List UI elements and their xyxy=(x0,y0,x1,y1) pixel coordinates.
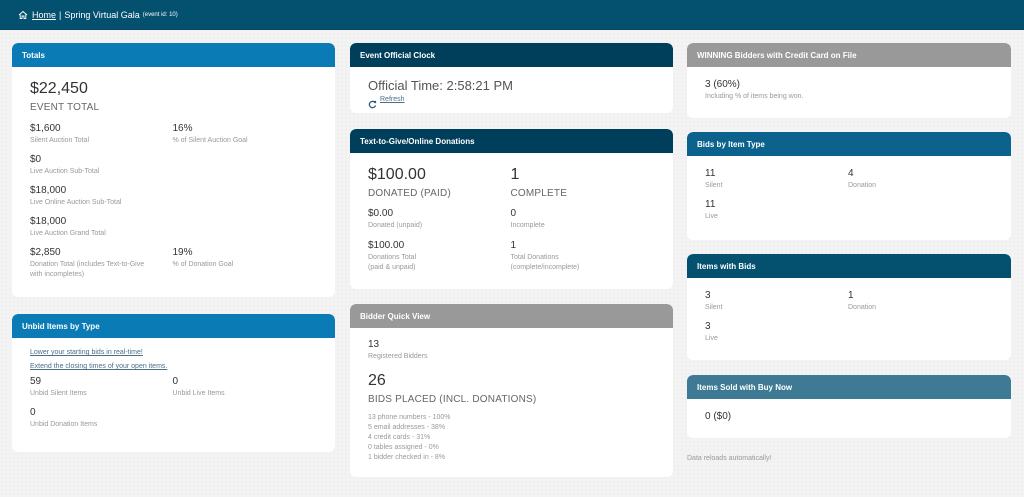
items-live-value: 3 xyxy=(705,321,711,332)
winning-bidders-header: WINNING Bidders with Credit Card on File xyxy=(687,43,1011,67)
winning-bidders-card: WINNING Bidders with Credit Card on File… xyxy=(687,43,1011,118)
official-time: Official Time: 2:58:21 PM xyxy=(368,78,513,93)
totals-card: Totals $22,450 EVENT TOTAL $1,600 Silent… xyxy=(12,43,335,297)
live-grand-value: $18,000 xyxy=(30,216,67,227)
unbid-silent-label: Unbid Silent Items xyxy=(30,390,87,397)
stat-phone-numbers: 13 phone numbers - 100% xyxy=(368,414,451,421)
complete-label: COMPLETE xyxy=(510,188,568,199)
bids-by-type-card: Bids by Item Type 11 Silent 4 Donation 1… xyxy=(687,132,1011,240)
items-live-label: Live xyxy=(705,335,718,342)
lower-starting-bids-link[interactable]: Lower your starting bids in real-time! xyxy=(30,349,143,356)
refresh-icon[interactable] xyxy=(368,96,377,108)
bids-placed-value: 26 xyxy=(368,372,386,389)
live-subtotal-value: $0 xyxy=(30,154,42,165)
bidder-quick-view-card: Bidder Quick View 13 Registered Bidders … xyxy=(350,304,673,477)
donation-goal-value: 19% xyxy=(172,247,193,258)
totals-header: Totals xyxy=(12,43,335,67)
refresh-button[interactable]: Refresh xyxy=(368,95,653,108)
unbid-donation-value: 0 xyxy=(30,407,36,418)
registered-bidders-label: Registered Bidders xyxy=(368,353,428,360)
silent-goal-value: 16% xyxy=(172,123,193,134)
complete-value: 1 xyxy=(510,166,520,183)
event-id: (event id: 10) xyxy=(142,11,178,18)
stat-checked-in: 1 bidder checked in - 8% xyxy=(368,454,446,461)
donations-total-sublabel: (paid & unpaid) xyxy=(368,264,416,271)
donation-total-value: $2,850 xyxy=(30,247,61,258)
registered-bidders-value: 13 xyxy=(368,339,380,350)
total-donations-count-label: Total Donations xyxy=(510,254,559,261)
bids-silent-label: Silent xyxy=(705,182,723,189)
bidder-stats-list: 13 phone numbers - 100% 5 email addresse… xyxy=(368,413,653,463)
bids-donation-label: Donation xyxy=(848,182,877,189)
clock-card: Event Official Clock Official Time: 2:58… xyxy=(350,43,673,113)
refresh-link[interactable]: Refresh xyxy=(380,96,405,103)
total-donations-count-sublabel: (complete/incomplete) xyxy=(510,264,580,271)
total-donations-count-value: 1 xyxy=(510,240,517,251)
donated-unpaid-value: $0.00 xyxy=(368,208,394,219)
winning-bidders-label: Including % of items being won. xyxy=(705,93,804,100)
incomplete-value: 0 xyxy=(510,208,517,219)
top-bar: Home | Spring Virtual Gala (event id: 10… xyxy=(0,0,1024,30)
donation-total-label: Donation Total (includes Text-to-Give wi… xyxy=(30,261,145,278)
unbid-live-label: Unbid Live Items xyxy=(172,390,225,397)
unbid-silent-value: 59 xyxy=(30,376,42,387)
items-donation-value: 1 xyxy=(848,290,854,301)
items-with-bids-header: Items with Bids xyxy=(687,254,1011,278)
silent-total-label: Silent Auction Total xyxy=(30,137,90,144)
donated-paid-label: DONATED (PAID) xyxy=(368,188,451,199)
donated-paid-value: $100.00 xyxy=(368,166,426,183)
items-with-bids-card: Items with Bids 3 Silent 1 Donation 3 Li… xyxy=(687,254,1011,360)
donations-card: Text-to-Give/Online Donations $100.00 DO… xyxy=(350,129,673,289)
stat-email-addresses: 5 email addresses - 38% xyxy=(368,424,446,431)
buy-now-card: Items Sold with Buy Now 0 ($0) xyxy=(687,375,1011,438)
bids-by-type-header: Bids by Item Type xyxy=(687,132,1011,156)
event-total-label: EVENT TOTAL xyxy=(30,102,100,113)
donations-total-value: $100.00 xyxy=(368,240,405,251)
bidder-quick-view-header: Bidder Quick View xyxy=(350,304,673,328)
donations-total-label: Donations Total xyxy=(368,254,417,261)
event-name: Spring Virtual Gala xyxy=(64,9,140,20)
bids-live-label: Live xyxy=(705,213,718,220)
unbid-items-header: Unbid Items by Type xyxy=(12,314,335,338)
bids-silent-value: 11 xyxy=(705,168,716,179)
live-online-label: Live Online Auction Sub-Total xyxy=(30,199,122,206)
stat-credit-cards: 4 credit cards - 31% xyxy=(368,434,431,441)
auto-reload-note: Data reloads automatically! xyxy=(687,455,772,462)
unbid-donation-label: Unbid Donation Items xyxy=(30,421,98,428)
buy-now-header: Items Sold with Buy Now xyxy=(687,375,1011,399)
breadcrumb-separator: | xyxy=(59,9,62,20)
unbid-items-card: Unbid Items by Type Lower your starting … xyxy=(12,314,335,452)
donations-header: Text-to-Give/Online Donations xyxy=(350,129,673,153)
live-online-value: $18,000 xyxy=(30,185,67,196)
incomplete-label: Incomplete xyxy=(510,222,545,229)
silent-goal-label: % of Silent Auction Goal xyxy=(172,137,248,144)
stat-tables-assigned: 0 tables assigned - 0% xyxy=(368,444,439,451)
bids-live-value: 11 xyxy=(705,199,716,210)
donated-unpaid-label: Donated (unpaid) xyxy=(368,222,423,229)
extend-closing-times-link[interactable]: Extend the closing times of your open it… xyxy=(30,363,168,370)
live-subtotal-label: Live Auction Sub-Total xyxy=(30,168,100,175)
clock-header: Event Official Clock xyxy=(350,43,673,67)
home-link[interactable]: Home xyxy=(32,9,57,20)
event-total-value: $22,450 xyxy=(30,80,88,97)
items-silent-value: 3 xyxy=(705,290,711,301)
bids-placed-label: BIDS PLACED (INCL. DONATIONS) xyxy=(368,394,537,405)
live-grand-label: Live Auction Grand Total xyxy=(30,230,106,237)
items-silent-label: Silent xyxy=(705,304,723,311)
unbid-live-value: 0 xyxy=(172,376,179,387)
buy-now-value: 0 ($0) xyxy=(705,411,732,422)
home-icon[interactable] xyxy=(18,10,28,20)
winning-bidders-value: 3 (60%) xyxy=(705,79,741,90)
items-donation-label: Donation xyxy=(848,304,877,311)
silent-total-value: $1,600 xyxy=(30,123,61,134)
donation-goal-label: % of Donation Goal xyxy=(172,261,234,268)
bids-donation-value: 4 xyxy=(848,168,854,179)
